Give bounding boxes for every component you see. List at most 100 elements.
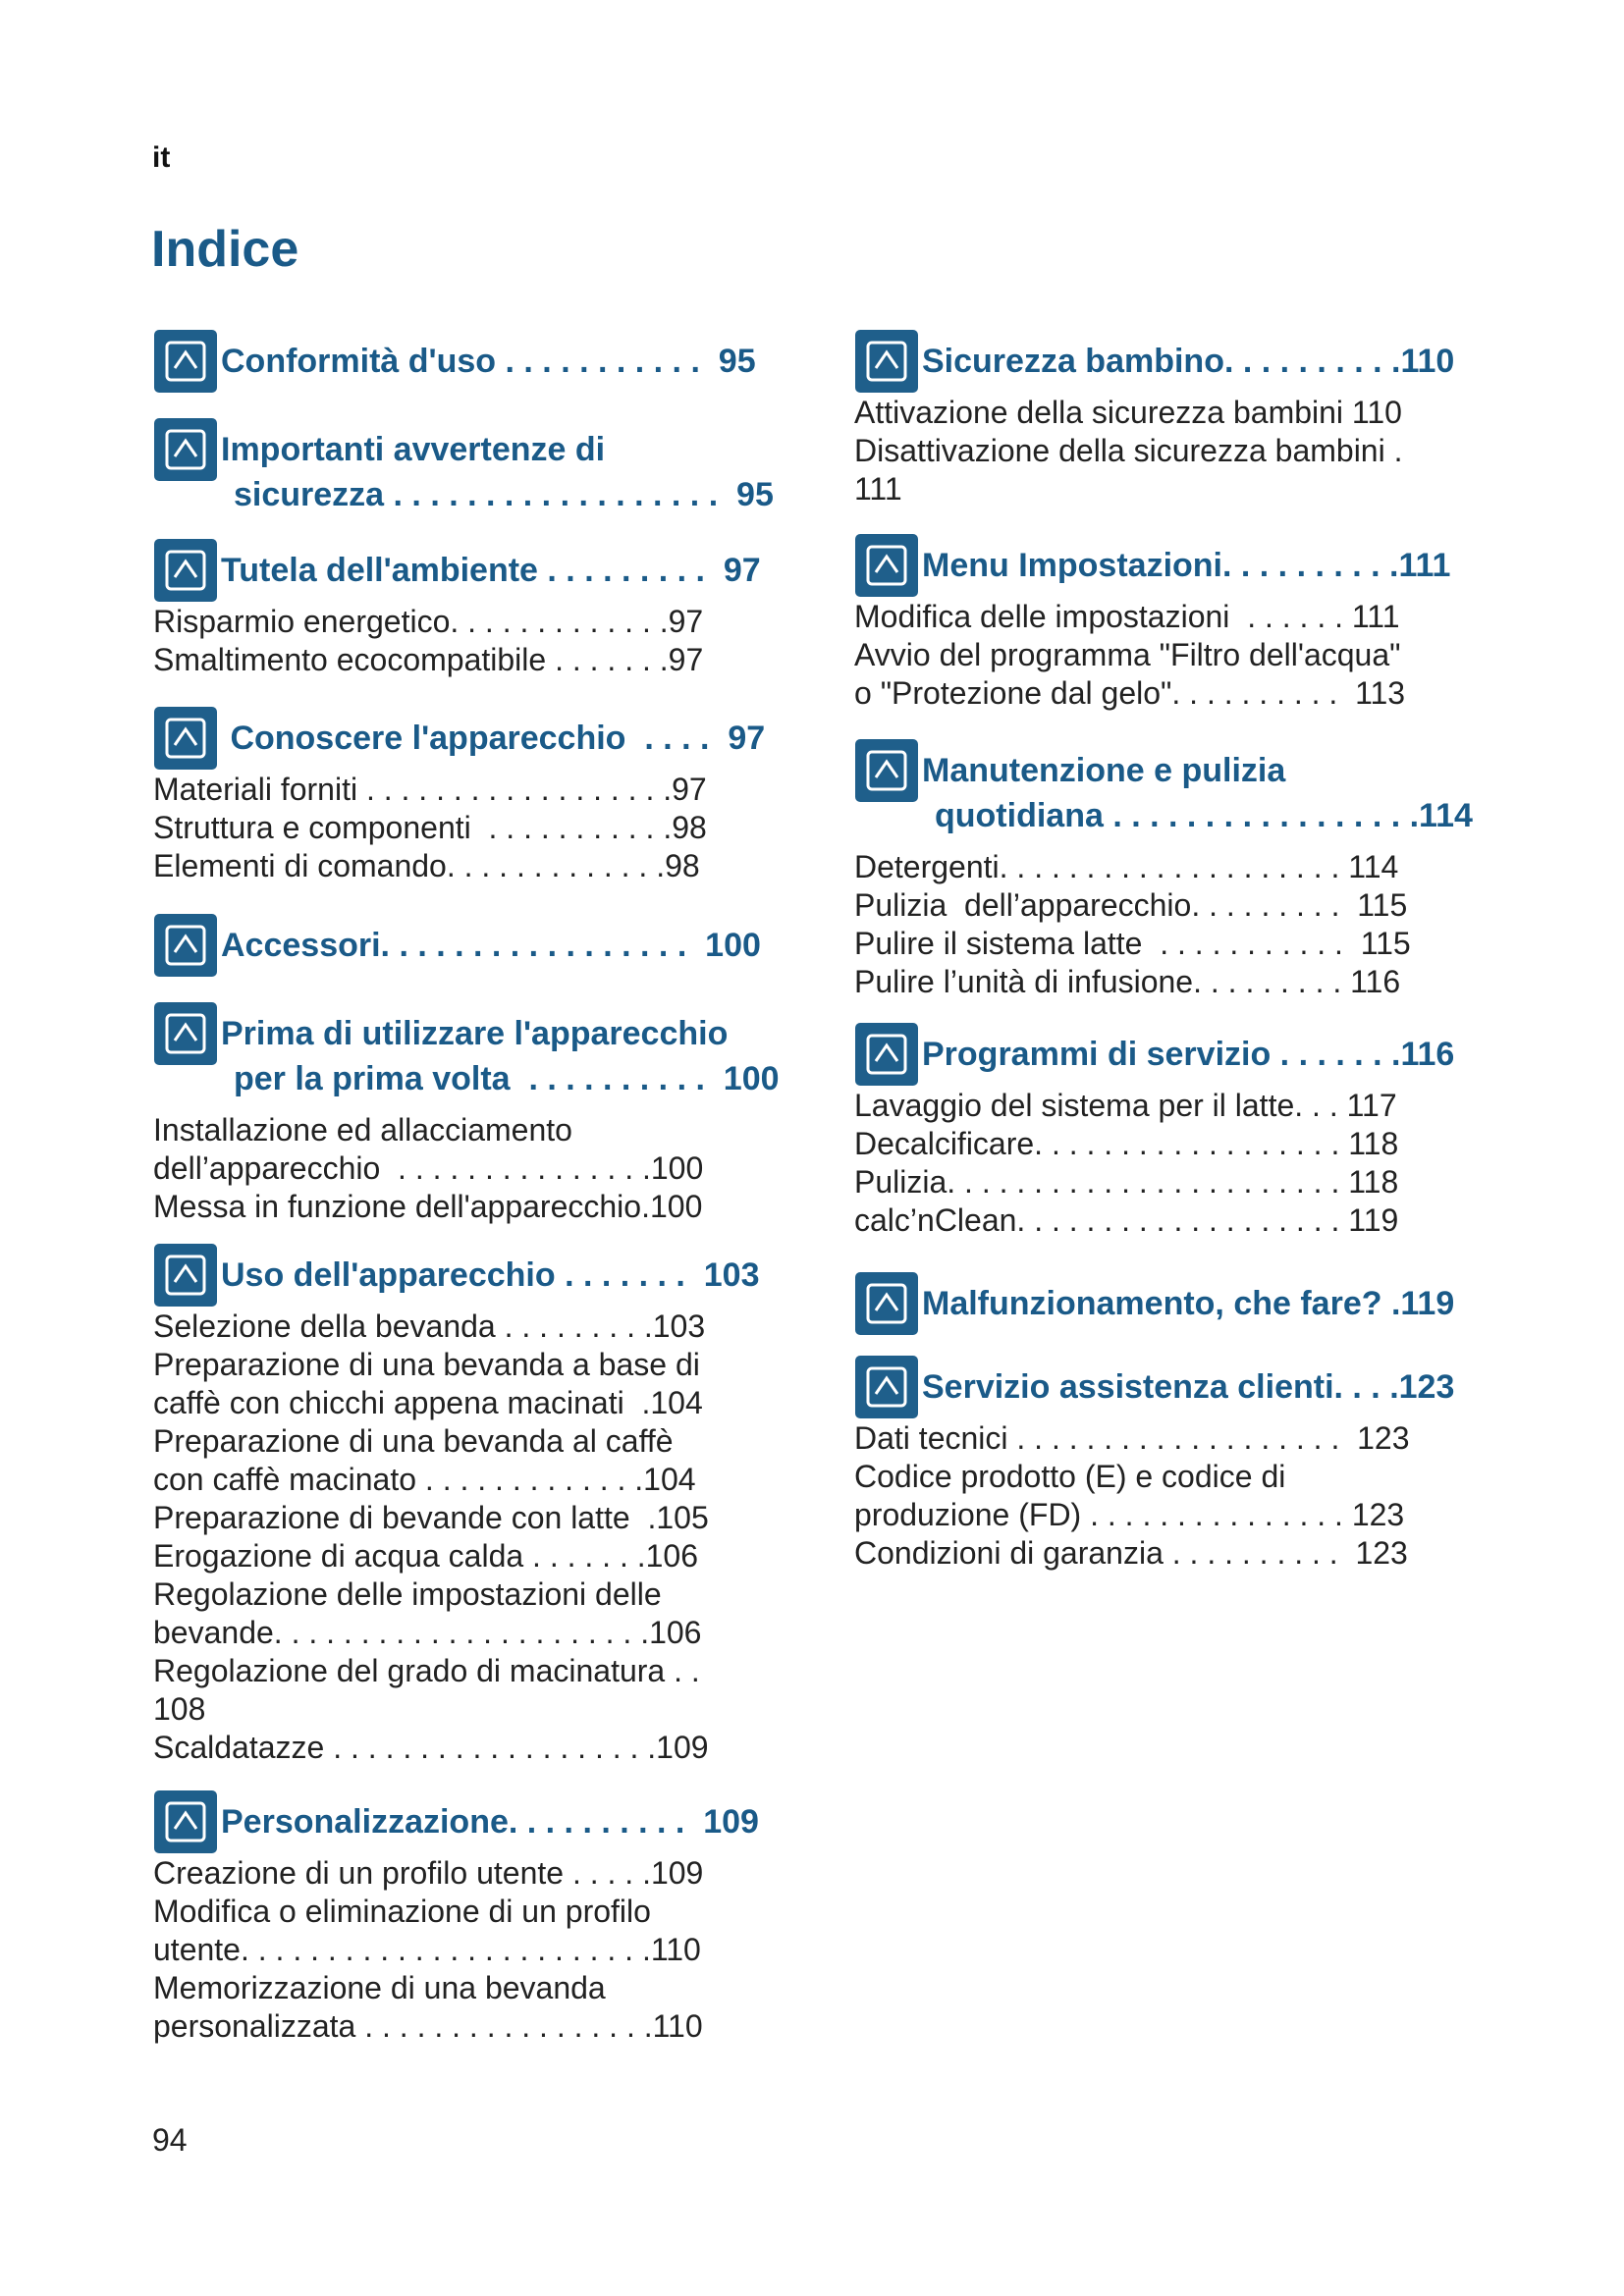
section-heading: Accessori. . . . . . . . . . . . . . . .… [221, 927, 761, 964]
toc-section: Sicurezza bambino. . . . . . . . . .110 A… [854, 329, 1542, 508]
toc-entry: personalizzata . . . . . . . . . . . . .… [153, 2007, 703, 2044]
toc-entry: Condizioni di garanzia . . . . . . . . .… [854, 1535, 1408, 1571]
toc-section: Prima di utilizzare l'apparecchio per la … [153, 1002, 840, 1226]
toc-entry: Modifica delle impostazioni . . . . . . … [854, 599, 1400, 634]
section-icon [154, 329, 217, 393]
toc-entry: Disattivazione della sicurezza bambini . [854, 432, 1403, 468]
section-heading: Personalizzazione. . . . . . . . . . 109 [221, 1802, 759, 1841]
toc-entry: Smaltimento ecocompatibile . . . . . . .… [153, 641, 704, 677]
toc-section: Accessori. . . . . . . . . . . . . . . .… [153, 914, 840, 977]
toc-entry: Memorizzazione di una bevanda [153, 1969, 606, 2005]
section-heading: Conformità d'uso . . . . . . . . . . . 9… [221, 342, 756, 380]
toc-entry: Pulire l’unità di infusione. . . . . . .… [854, 963, 1401, 999]
entry-list: Dati tecnici . . . . . . . . . . . . . .… [854, 1419, 1542, 1573]
toc-section: Menu Impostazioni. . . . . . . . . .111 M… [854, 534, 1542, 713]
section-icon [855, 1356, 918, 1418]
section-heading: Importanti avvertenze di [221, 430, 606, 468]
section-icon [855, 1271, 918, 1335]
entry-list: Modifica delle impostazioni . . . . . . … [854, 598, 1542, 713]
toc-entry: Lavaggio del sistema per il latte. . . 1… [854, 1088, 1397, 1123]
section-heading: Uso dell'apparecchio . . . . . . . 103 [221, 1256, 760, 1294]
language-code: it [152, 141, 171, 174]
section-icon [154, 417, 217, 481]
section-icon [154, 1244, 217, 1307]
toc-section: Uso dell'apparecchio . . . . . . . 103 Se… [153, 1244, 840, 1767]
entry-list: Creazione di un profilo utente . . . . .… [153, 1854, 840, 2046]
section-heading: Menu Impostazioni. . . . . . . . . .111 [922, 547, 1451, 584]
section-heading: Conoscere l'apparecchio . . . . 97 [221, 719, 766, 757]
toc-section: Tutela dell'ambiente . . . . . . . . . 9… [153, 538, 840, 679]
section-icon [855, 534, 918, 597]
toc-section: Malfunzionamento, che fare? .119 [854, 1271, 1542, 1335]
toc-entry: Erogazione di acqua calda . . . . . . .1… [153, 1538, 699, 1574]
toc-entry: Codice prodotto (E) e codice di [854, 1459, 1286, 1494]
toc-entry: Struttura e componenti . . . . . . . . .… [153, 809, 707, 845]
toc-entry: Installazione ed allacciamento [153, 1112, 572, 1148]
toc-entry: Messa in funzione dell'apparecchio.100 [153, 1189, 703, 1224]
section-heading: Prima di utilizzare l'apparecchio [221, 1015, 729, 1052]
page-title: Indice [151, 221, 299, 278]
toc-entry: utente. . . . . . . . . . . . . . . . . … [153, 1931, 701, 1967]
section-icon [154, 1789, 217, 1853]
toc-entry: Regolazione delle impostazioni delle [153, 1576, 662, 1612]
entry-list: Lavaggio del sistema per il latte. . . 1… [854, 1087, 1542, 1240]
toc-entry: Scaldatazze . . . . . . . . . . . . . . … [153, 1730, 709, 1765]
toc-entry: dell’apparecchio . . . . . . . . . . . .… [153, 1150, 704, 1186]
section-heading: Manutenzione e pulizia [922, 751, 1286, 789]
page-number: 94 [152, 2122, 188, 2158]
toc-entry: Modifica o eliminazione di un profilo [153, 1893, 651, 1929]
entry-list: Detergenti. . . . . . . . . . . . . . . … [854, 848, 1542, 1001]
toc-entry: Regolazione del grado di macinatura . . [153, 1653, 700, 1688]
toc-entry: Preparazione di una bevanda al caffè [153, 1423, 674, 1459]
toc-entry: o "Protezione dal gelo". . . . . . . . .… [854, 675, 1406, 711]
toc-section: Conoscere l'apparecchio . . . . 97 Materi… [153, 706, 840, 885]
toc-entry: bevande. . . . . . . . . . . . . . . . .… [153, 1615, 702, 1650]
toc-entry: Elementi di comando. . . . . . . . . . .… [153, 847, 700, 883]
toc-entry: Pulizia dell’apparecchio. . . . . . . . … [854, 886, 1408, 923]
toc-entry: Attivazione della sicurezza bambini 110 [854, 394, 1402, 430]
toc-entry: Decalcificare. . . . . . . . . . . . . .… [854, 1126, 1399, 1161]
toc-section: Programmi di servizio . . . . . . .116 La… [854, 1023, 1542, 1240]
toc-entry: Creazione di un profilo utente . . . . .… [153, 1854, 704, 1891]
entry-list: Materiali forniti . . . . . . . . . . . … [153, 771, 840, 885]
toc-entry: caffè con chicchi appena macinati .104 [153, 1385, 703, 1420]
toc-entry: 108 [153, 1691, 206, 1727]
toc-entry: Preparazione di una bevanda a base di [153, 1347, 700, 1382]
toc-entry: 111 [854, 470, 902, 507]
toc-entry: Pulizia. . . . . . . . . . . . . . . . .… [854, 1164, 1399, 1200]
toc-section: Importanti avvertenze di sicurezza . . . … [153, 417, 840, 517]
section-heading: Tutela dell'ambiente . . . . . . . . . 9… [221, 551, 761, 589]
entry-list: Attivazione della sicurezza bambini 110 D… [854, 394, 1542, 508]
toc-entry: Risparmio energetico. . . . . . . . . . … [153, 603, 704, 639]
toc-entry: Dati tecnici . . . . . . . . . . . . . .… [854, 1420, 1410, 1456]
section-heading: Sicurezza bambino. . . . . . . . . .110 [922, 342, 1455, 380]
section-heading: quotidiana . . . . . . . . . . . . . . .… [935, 796, 1473, 834]
toc-section: Servizio assistenza clienti. . . .123 Dat… [854, 1356, 1542, 1573]
toc-entry: Pulire il sistema latte . . . . . . . . … [854, 925, 1411, 961]
section-icon [855, 738, 918, 802]
section-heading: Programmi di servizio . . . . . . .116 [922, 1036, 1455, 1073]
toc-section: Personalizzazione. . . . . . . . . . 109… [153, 1789, 840, 2046]
section-icon [154, 914, 217, 977]
section-icon [855, 1023, 918, 1086]
section-icon [154, 1002, 217, 1065]
toc-section: Conformità d'uso . . . . . . . . . . . 9… [153, 329, 840, 393]
entry-list: Risparmio energetico. . . . . . . . . . … [153, 603, 840, 679]
toc-entry: Preparazione di bevande con latte .105 [153, 1500, 709, 1535]
section-heading: sicurezza . . . . . . . . . . . . . . . … [234, 475, 774, 513]
toc-entry: Materiali forniti . . . . . . . . . . . … [153, 771, 707, 807]
toc-entry: calc’nClean. . . . . . . . . . . . . . .… [854, 1202, 1399, 1238]
toc-entry: Selezione della bevanda . . . . . . . . … [153, 1308, 706, 1344]
toc-entry: con caffè macinato . . . . . . . . . . .… [153, 1462, 696, 1497]
section-icon [154, 706, 217, 770]
section-heading: Malfunzionamento, che fare? .119 [922, 1284, 1455, 1322]
toc-section: Manutenzione e pulizia quotidiana . . . .… [854, 738, 1542, 1001]
section-heading: per la prima volta . . . . . . . . . . 1… [234, 1060, 780, 1097]
entry-list: Selezione della bevanda . . . . . . . . … [153, 1308, 840, 1767]
toc-entry: Detergenti. . . . . . . . . . . . . . . … [854, 848, 1399, 884]
section-icon [855, 329, 918, 393]
toc-entry: Avvio del programma "Filtro dell'acqua" [854, 637, 1401, 672]
entry-list: Installazione ed allacciamento dell’appar… [153, 1111, 840, 1226]
section-heading: Servizio assistenza clienti. . . .123 [922, 1368, 1455, 1406]
